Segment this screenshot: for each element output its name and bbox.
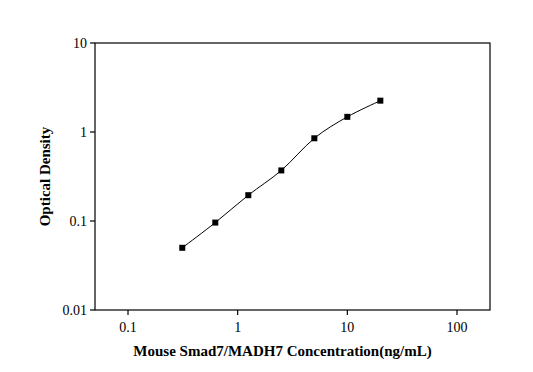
- chart-root: 0.1 1 10 100 0.01 0.1 1 10 Mouse Smad7/MADH7 Con…: [0, 0, 533, 372]
- x-axis-label: Mouse Smad7/MADH7 Concentration(ng/mL): [133, 343, 431, 360]
- curve: [182, 101, 380, 248]
- y-tick: [90, 131, 95, 132]
- y-tick-label: 0.01: [63, 303, 88, 318]
- y-tick-label: 10: [73, 36, 87, 51]
- point: [212, 220, 218, 226]
- x-tick-label: 10: [340, 320, 354, 335]
- x-tick-label: 1: [234, 320, 241, 335]
- y-tick: [90, 220, 95, 221]
- y-tick-label: 0.1: [70, 214, 88, 229]
- chart: 0.1 1 10 100 0.01 0.1 1 10 Mouse Smad7/MADH7 Con…: [0, 0, 533, 372]
- y-axis-label: Optical Density: [37, 126, 53, 226]
- x-tick: [127, 310, 128, 315]
- x-tick: [237, 310, 238, 315]
- y-tick-label: 1: [80, 125, 87, 140]
- x-tick-label: 0.1: [119, 320, 137, 335]
- x-tick: [347, 310, 348, 315]
- x-tick-label: 100: [446, 320, 467, 335]
- y-tick: [90, 309, 95, 310]
- point: [311, 135, 317, 141]
- y-tick: [90, 42, 95, 43]
- point: [377, 98, 383, 104]
- x-tick: [456, 310, 457, 315]
- point: [344, 114, 350, 120]
- point: [179, 245, 185, 251]
- point: [245, 192, 251, 198]
- point: [278, 167, 284, 173]
- plot-area: [179, 98, 383, 251]
- plot-frame: [95, 43, 490, 310]
